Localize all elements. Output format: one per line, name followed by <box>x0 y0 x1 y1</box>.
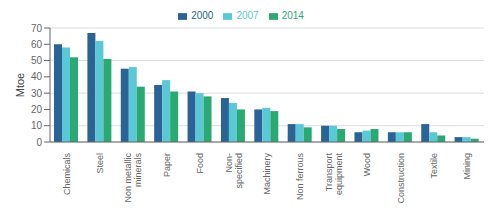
svg-text:50: 50 <box>31 55 43 66</box>
svg-text:20: 20 <box>31 104 43 115</box>
svg-text:Non-specified: Non-specified <box>224 153 244 189</box>
html-text:2000: 2000 <box>191 10 214 21</box>
svg-text:Paper: Paper <box>162 153 172 177</box>
svg-text:60: 60 <box>31 39 43 50</box>
svg-text:Transportequipment: Transportequipment <box>324 153 344 196</box>
svg-text:0: 0 <box>36 137 42 148</box>
svg-text:10: 10 <box>31 120 43 131</box>
svg-text:Steel: Steel <box>95 153 105 174</box>
svg-text:30: 30 <box>31 88 43 99</box>
svg-text:Mining: Mining <box>462 153 472 180</box>
svg-text:Non ferrous: Non ferrous <box>295 153 305 201</box>
html-text:2007: 2007 <box>236 10 259 21</box>
svg-text:Wood: Wood <box>362 153 372 176</box>
svg-text:Construction: Construction <box>396 153 406 204</box>
svg-text:Chemicals: Chemicals <box>62 153 72 196</box>
svg-text:70: 70 <box>31 23 43 34</box>
svg-text:Machinery: Machinery <box>262 153 272 195</box>
svg-text:40: 40 <box>31 71 43 82</box>
svg-text:Textile: Textile <box>429 153 439 179</box>
svg-text:Non metallicminerals: Non metallicminerals <box>123 153 143 203</box>
html-text:2014: 2014 <box>281 10 304 21</box>
svg-text:Food: Food <box>195 153 205 174</box>
svg-text:Mtoe: Mtoe <box>14 73 26 97</box>
